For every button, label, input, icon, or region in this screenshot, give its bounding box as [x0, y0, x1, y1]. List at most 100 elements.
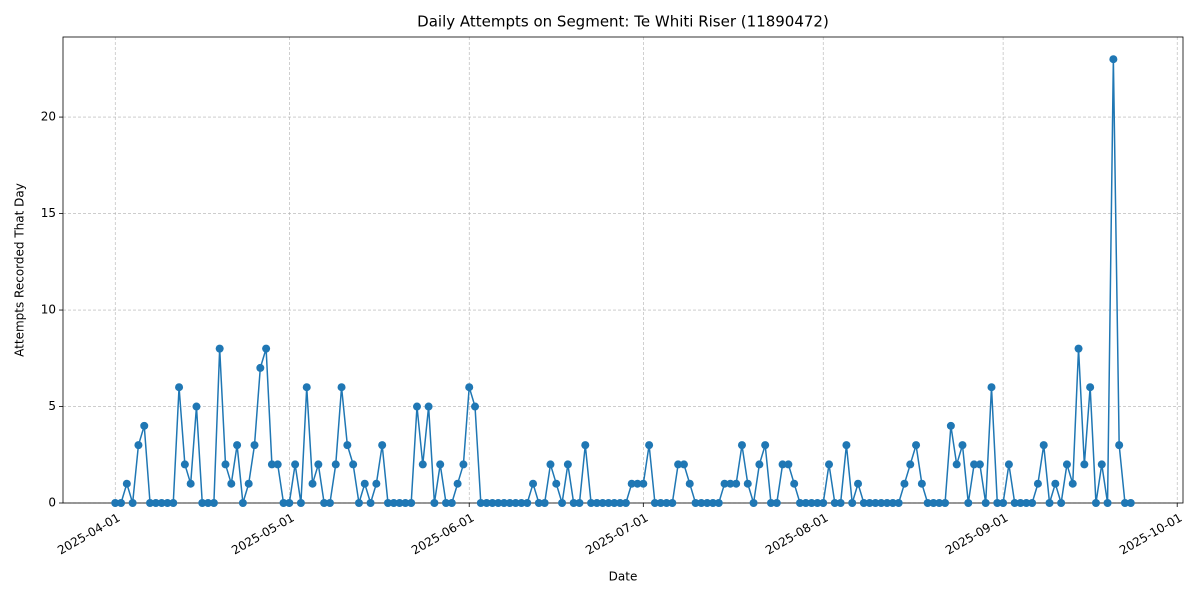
data-point	[511, 499, 520, 507]
data-point	[587, 499, 596, 507]
data-point	[383, 499, 392, 507]
data-point	[743, 479, 752, 488]
data-point	[534, 499, 543, 507]
data-point	[848, 499, 857, 507]
data-point	[552, 479, 561, 488]
data-point	[459, 460, 468, 469]
data-point	[238, 499, 247, 507]
data-point	[639, 479, 648, 488]
data-point	[447, 499, 456, 507]
data-point	[970, 460, 979, 469]
data-point	[975, 460, 984, 469]
data-point	[372, 479, 381, 488]
data-point	[308, 479, 317, 488]
data-point	[337, 383, 346, 392]
data-point	[1109, 55, 1118, 64]
data-point	[714, 499, 723, 507]
data-point	[442, 499, 451, 507]
data-point	[558, 499, 567, 507]
data-point	[250, 441, 259, 450]
data-point	[790, 479, 799, 488]
data-point	[801, 499, 810, 507]
data-point	[621, 499, 630, 507]
data-point	[244, 479, 253, 488]
data-point	[354, 499, 363, 507]
y-tick-label: 5	[48, 399, 56, 413]
data-point	[575, 499, 584, 507]
data-point	[465, 383, 474, 392]
data-point	[1057, 499, 1066, 507]
data-point	[581, 441, 590, 450]
data-point	[320, 499, 329, 507]
x-tick-label: 2025-08-01	[763, 511, 830, 558]
data-point	[424, 402, 433, 411]
data-point	[1062, 460, 1071, 469]
y-tick-label: 0	[48, 496, 56, 510]
x-tick-label: 2025-04-01	[55, 511, 122, 558]
data-point	[343, 441, 352, 450]
data-point	[923, 499, 932, 507]
data-point	[1016, 499, 1025, 507]
data-point	[227, 479, 236, 488]
data-point	[262, 344, 271, 353]
data-point	[935, 499, 944, 507]
data-point	[633, 479, 642, 488]
y-tick-label: 15	[41, 206, 56, 220]
data-point	[157, 499, 166, 507]
data-point	[993, 499, 1002, 507]
data-point	[1103, 499, 1112, 507]
data-point	[836, 499, 845, 507]
data-point	[529, 479, 538, 488]
data-point	[111, 499, 120, 507]
data-point	[488, 499, 497, 507]
data-point	[865, 499, 874, 507]
data-point	[314, 460, 323, 469]
data-point	[958, 441, 967, 450]
data-point	[1022, 499, 1031, 507]
data-point	[761, 441, 770, 450]
data-point	[708, 499, 717, 507]
data-point	[122, 479, 131, 488]
data-point	[906, 460, 915, 469]
data-point	[192, 402, 201, 411]
chart-title: Daily Attempts on Segment: Te Whiti Rise…	[417, 13, 829, 31]
data-point	[494, 499, 503, 507]
data-point	[569, 499, 578, 507]
data-point	[726, 479, 735, 488]
data-point	[1068, 479, 1077, 488]
x-tick-label: 2025-05-01	[229, 511, 296, 558]
data-point	[854, 479, 863, 488]
data-point	[389, 499, 398, 507]
data-point	[952, 460, 961, 469]
data-point	[819, 499, 828, 507]
data-point	[778, 460, 787, 469]
data-point	[1086, 383, 1095, 392]
data-point	[151, 499, 160, 507]
data-point	[117, 499, 126, 507]
data-point	[795, 499, 804, 507]
data-point	[1010, 499, 1019, 507]
data-point	[888, 499, 897, 507]
data-point	[1045, 499, 1054, 507]
data-point	[697, 499, 706, 507]
data-point	[929, 499, 938, 507]
data-point	[1120, 499, 1129, 507]
data-point	[563, 460, 572, 469]
data-point	[476, 499, 485, 507]
data-point	[674, 460, 683, 469]
data-point	[215, 344, 224, 353]
data-point	[1033, 479, 1042, 488]
data-point	[755, 460, 764, 469]
data-point	[366, 499, 375, 507]
data-point	[616, 499, 625, 507]
data-point	[685, 479, 694, 488]
data-point	[987, 383, 996, 392]
data-point	[1074, 344, 1083, 353]
data-point	[604, 499, 613, 507]
data-point	[807, 499, 816, 507]
data-point	[691, 499, 700, 507]
data-point	[523, 499, 532, 507]
data-point	[1091, 499, 1100, 507]
y-axis-label: Attempts Recorded That Day	[13, 183, 27, 357]
x-tick-label: 2025-10-01	[1117, 511, 1184, 558]
